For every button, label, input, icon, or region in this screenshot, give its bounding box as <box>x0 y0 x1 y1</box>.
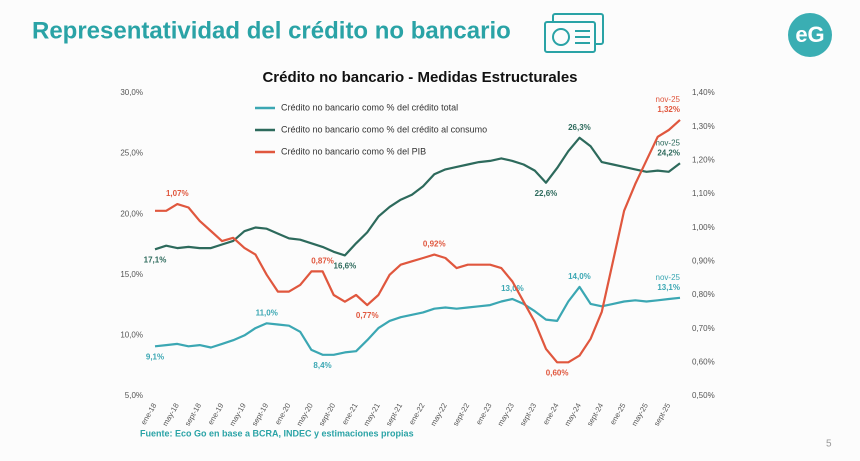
value-label: 0,77% <box>356 311 379 320</box>
y2-tick-label: 0,50% <box>692 391 715 400</box>
series-line <box>154 285 681 356</box>
y2-tick-label: 0,80% <box>692 290 715 299</box>
legend-label: Crédito no bancario como % del crédito a… <box>281 124 487 134</box>
value-label: 26,3% <box>568 123 591 132</box>
y-tick-label: 20,0% <box>120 209 143 218</box>
y2-tick-label: 0,90% <box>692 256 715 265</box>
annotation: nov-25 <box>656 138 681 147</box>
legend-label: Crédito no bancario como % del crédito t… <box>281 102 458 112</box>
y-tick-label: 15,0% <box>120 270 143 279</box>
value-label: 17,1% <box>144 255 167 264</box>
value-label: 9,1% <box>146 352 164 361</box>
y2-tick-label: 1,40% <box>692 88 715 97</box>
value-label: 24,2% <box>657 148 680 157</box>
chart-title: Crédito no bancario - Medidas Estructura… <box>262 69 577 86</box>
y2-tick-label: 0,60% <box>692 357 715 366</box>
plot: 5,0% 10,0% 15,0% 20,0% 25,0% 30,0% 0,50% 0,60% 0… <box>120 88 714 428</box>
page-number: 5 <box>826 439 832 450</box>
value-label: 14,0% <box>568 272 591 281</box>
y-tick-label: 30,0% <box>120 88 143 97</box>
value-label: 0,60% <box>546 368 569 377</box>
value-label: 16,6% <box>334 262 357 271</box>
value-label: 1,32% <box>657 105 680 114</box>
y-tick-label: 25,0% <box>120 149 143 158</box>
source-note: Fuente: Eco Go en base a BCRA, INDEC y e… <box>140 428 414 438</box>
logo <box>788 13 832 57</box>
value-label: 22,6% <box>535 189 558 198</box>
value-label: 0,92% <box>423 240 446 249</box>
value-label: 13,0% <box>501 284 524 293</box>
series-line <box>154 136 681 257</box>
logo-text: eG <box>795 22 824 47</box>
value-label: 13,1% <box>657 283 680 292</box>
y-tick-label: 5,0% <box>125 391 143 400</box>
value-label: 11,0% <box>256 308 278 317</box>
money-icon <box>544 13 604 53</box>
legend-label: Crédito no bancario como % del PIB <box>281 146 426 156</box>
y2-tick-label: 1,30% <box>692 122 715 131</box>
y-tick-label: 10,0% <box>120 331 143 340</box>
series-line <box>155 119 681 364</box>
value-label: 0,87% <box>311 257 334 266</box>
y2-tick-label: 1,10% <box>692 189 715 198</box>
annotation: nov-25 <box>656 95 681 104</box>
value-label: 1,07% <box>166 189 189 198</box>
y2-tick-label: 1,00% <box>692 223 715 232</box>
value-label: 8,4% <box>313 361 331 370</box>
annotation: nov-25 <box>656 273 681 282</box>
y2-tick-label: 0,70% <box>692 324 715 333</box>
y2-tick-label: 1,20% <box>692 155 715 164</box>
slide-title: Representatividad del crédito no bancari… <box>32 17 511 44</box>
